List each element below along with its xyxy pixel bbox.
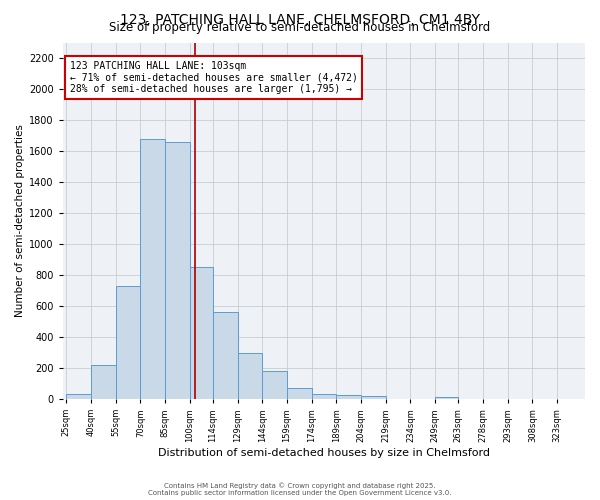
Bar [91,365,116,399]
X-axis label: Distribution of semi-detached houses by size in Chelmsford: Distribution of semi-detached houses by … [158,448,490,458]
Bar [435,396,458,399]
Text: Contains public sector information licensed under the Open Government Licence v3: Contains public sector information licen… [148,490,452,496]
Bar [116,286,140,399]
Text: Size of property relative to semi-detached houses in Chelmsford: Size of property relative to semi-detach… [109,22,491,35]
Bar [361,396,386,399]
Bar [190,268,213,399]
Bar [213,312,238,399]
Bar [337,395,361,399]
Text: 123, PATCHING HALL LANE, CHELMSFORD, CM1 4BY: 123, PATCHING HALL LANE, CHELMSFORD, CM1… [120,12,480,26]
Bar [287,388,311,399]
Bar [311,394,337,399]
Bar [238,354,262,399]
Bar [66,394,91,399]
Bar [140,138,165,399]
Text: 123 PATCHING HALL LANE: 103sqm
← 71% of semi-detached houses are smaller (4,472): 123 PATCHING HALL LANE: 103sqm ← 71% of … [70,61,358,94]
Y-axis label: Number of semi-detached properties: Number of semi-detached properties [15,124,25,317]
Text: Contains HM Land Registry data © Crown copyright and database right 2025.: Contains HM Land Registry data © Crown c… [164,482,436,489]
Bar [165,142,190,399]
Bar [262,371,287,399]
